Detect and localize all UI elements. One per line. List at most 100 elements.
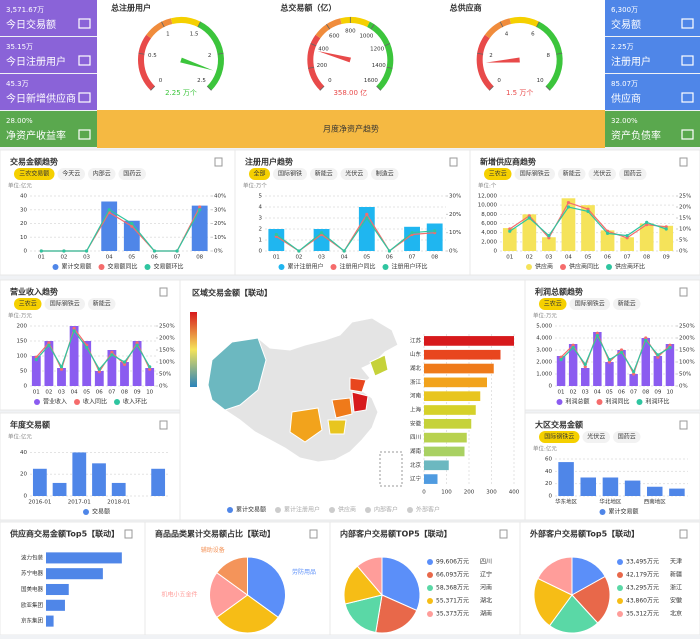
map-region[interactable] xyxy=(349,377,367,393)
legend-marker xyxy=(526,264,532,270)
pie-slice[interactable] xyxy=(548,594,599,634)
legend-marker[interactable] xyxy=(275,507,281,513)
tab[interactable] xyxy=(613,431,641,443)
pie-slice[interactable] xyxy=(209,571,249,619)
chart-tool xyxy=(679,287,688,297)
pie-slice[interactable] xyxy=(216,556,248,596)
pie-slice[interactable] xyxy=(571,575,611,624)
x-tick-label: 06 xyxy=(386,255,393,261)
chart-title: 利润总额趋势 xyxy=(534,287,583,297)
map-region[interactable] xyxy=(207,337,267,411)
tab[interactable] xyxy=(514,168,556,180)
pie-slice[interactable] xyxy=(216,594,279,634)
legend-marker[interactable] xyxy=(407,507,413,513)
legend-marker xyxy=(144,264,151,270)
pie-slice[interactable] xyxy=(381,556,421,612)
y-tick-label: 20 xyxy=(20,221,27,227)
line-point xyxy=(84,249,89,253)
kpi-card[interactable] xyxy=(605,37,700,73)
y-tick-label: 5,000 xyxy=(536,324,552,330)
map-region[interactable] xyxy=(369,354,389,377)
x-tick-label: 03 xyxy=(318,255,325,261)
x-tick-label: 04 xyxy=(341,255,348,261)
chart-tool xyxy=(124,529,133,539)
bar xyxy=(556,356,566,386)
gauge-band xyxy=(138,34,155,91)
map-region[interactable] xyxy=(327,419,347,435)
tab[interactable] xyxy=(88,298,116,310)
gauge-tick-label: 1600 xyxy=(364,78,378,84)
kpi-icon xyxy=(681,92,694,103)
bar xyxy=(358,207,375,251)
kpi-card[interactable] xyxy=(0,37,97,73)
y2-tick-label: 0% xyxy=(679,384,688,390)
tab[interactable] xyxy=(539,298,567,310)
tab[interactable] xyxy=(588,168,617,180)
pie-slice[interactable] xyxy=(343,565,383,605)
tab[interactable] xyxy=(310,168,338,180)
map-region[interactable] xyxy=(331,397,353,419)
tab[interactable] xyxy=(249,168,270,180)
pie-slice[interactable] xyxy=(533,577,573,627)
tab[interactable] xyxy=(44,298,86,310)
pie-slice[interactable] xyxy=(356,556,383,597)
legend-marker[interactable] xyxy=(365,507,371,513)
kpi-card[interactable] xyxy=(0,74,97,110)
line-point xyxy=(664,227,668,231)
y-tick-label: 30 xyxy=(20,207,27,213)
kpi-label: 今日新增供应商 xyxy=(6,92,76,105)
line-point xyxy=(274,232,278,237)
x-tick-label: 05 xyxy=(363,255,370,261)
bar xyxy=(639,223,654,251)
x-tick-label: 05 xyxy=(128,255,135,261)
tab[interactable] xyxy=(57,168,86,180)
tab[interactable] xyxy=(582,431,611,443)
tab-label: 三农云 xyxy=(19,300,37,308)
y-tick-label: 1 xyxy=(259,238,263,244)
bar xyxy=(101,201,118,251)
tab[interactable] xyxy=(14,168,55,180)
y-tick-label: 北京 xyxy=(410,461,422,469)
tab[interactable] xyxy=(371,168,399,180)
kpi-card[interactable] xyxy=(605,74,700,110)
kpi-card[interactable] xyxy=(605,111,700,147)
tab[interactable] xyxy=(613,298,641,310)
chart-tool xyxy=(309,529,318,539)
tab[interactable] xyxy=(14,298,42,310)
line-point xyxy=(110,353,114,357)
pie-slice[interactable] xyxy=(537,556,573,596)
y-tick-label: 0 xyxy=(259,249,263,255)
bar xyxy=(46,552,122,564)
tab[interactable] xyxy=(118,168,147,180)
y-tick-label: 6,000 xyxy=(481,221,497,227)
map-region[interactable] xyxy=(289,407,323,443)
tab[interactable] xyxy=(88,168,116,180)
line-point xyxy=(342,249,346,253)
y-tick-label: 2,000 xyxy=(536,360,552,366)
kpi-card[interactable] xyxy=(0,0,97,36)
pie-slice[interactable] xyxy=(247,556,286,619)
gauge-tick xyxy=(217,52,224,55)
legend-marker[interactable] xyxy=(329,507,335,513)
pie-slice[interactable] xyxy=(344,594,383,634)
tab[interactable] xyxy=(273,168,307,180)
tab[interactable] xyxy=(619,168,647,180)
bar xyxy=(82,341,92,386)
kpi-card[interactable] xyxy=(605,0,700,36)
tab[interactable] xyxy=(539,431,580,443)
tab[interactable] xyxy=(558,168,586,180)
line-point xyxy=(668,346,672,350)
pie-slice[interactable] xyxy=(375,594,418,634)
legend-label: 湖南 xyxy=(480,610,492,618)
y2-tick-label: 40% xyxy=(214,194,226,200)
y-tick-label: 20 xyxy=(20,472,27,478)
legend-marker[interactable] xyxy=(227,507,233,513)
legend-label: 交易额环比 xyxy=(154,263,184,271)
tab[interactable] xyxy=(340,168,369,180)
tab[interactable] xyxy=(569,298,611,310)
legend-marker xyxy=(596,399,603,405)
tab[interactable] xyxy=(484,168,512,180)
kpi-card[interactable] xyxy=(0,111,97,147)
map-region[interactable] xyxy=(351,391,369,413)
x-tick-label: 08 xyxy=(642,390,649,396)
